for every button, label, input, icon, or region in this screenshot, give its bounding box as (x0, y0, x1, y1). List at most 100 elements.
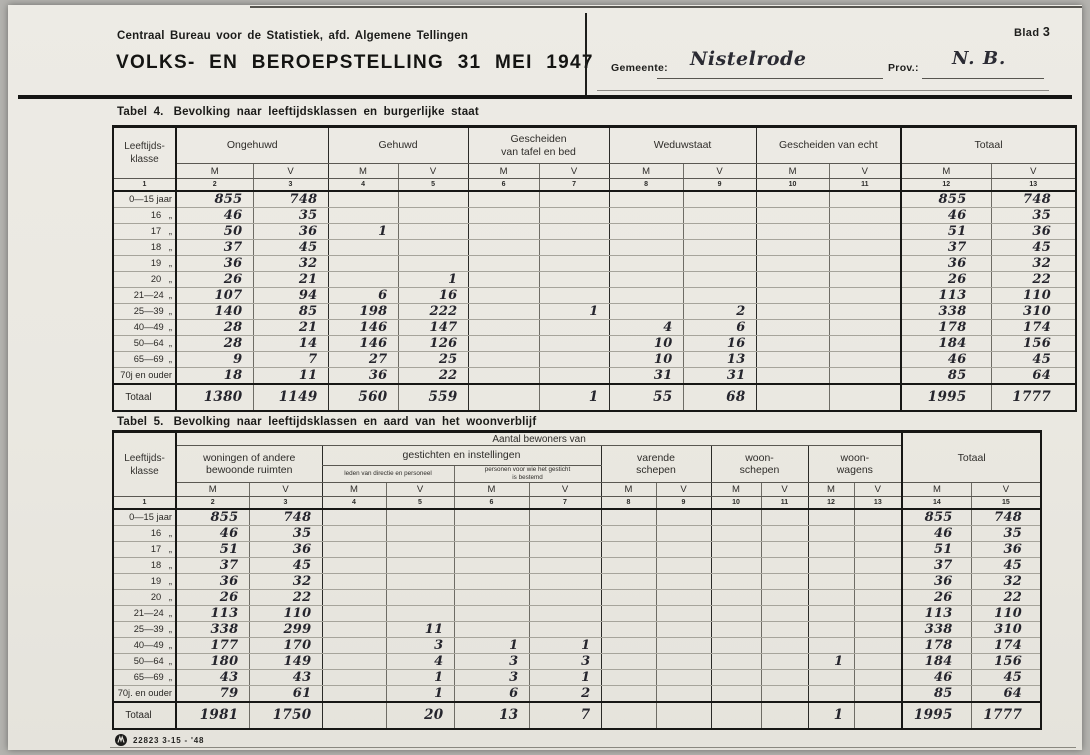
column-number: 9 (682, 178, 757, 192)
empty-cell (321, 685, 386, 702)
value-cell: 36 (901, 573, 972, 590)
value-cell: 36 (175, 255, 253, 272)
value-cell: 110 (990, 287, 1077, 304)
empty-cell (760, 669, 808, 686)
empty-cell (467, 382, 540, 411)
value-cell: 1 (807, 653, 854, 670)
empty-cell (853, 605, 903, 622)
form-title: VOLKS- EN BEROEPSTELLING 31 MEI 1947 (116, 52, 594, 73)
empty-cell (467, 287, 540, 304)
m-column-header: M (467, 163, 540, 179)
value-cell: 22 (990, 271, 1077, 288)
table4-group-header-row: Leeftijds- klasse Ongehuwd Gehuwd Gesche… (113, 126, 1077, 179)
empty-cell (755, 287, 830, 304)
bottom-rule (110, 747, 1076, 748)
table5-column-numbers-row: 1 2 3 4 5 6 7 8 9 10 11 12 13 14 15 (113, 496, 1042, 510)
empty-cell (321, 621, 386, 638)
group-woningen: woningen of andere bewoonde ruimten (175, 445, 322, 483)
value-cell: 36 (900, 255, 992, 272)
column-number: 7 (528, 496, 601, 510)
value-cell: 45 (990, 351, 1077, 368)
empty-cell (385, 589, 454, 606)
value-cell: 18 (175, 367, 253, 384)
empty-cell (600, 541, 656, 558)
empty-cell (807, 685, 854, 702)
value-cell: 147 (397, 319, 469, 336)
empty-cell (760, 525, 808, 542)
value-cell: 174 (970, 637, 1042, 654)
empty-cell (538, 190, 610, 208)
age-class-label: 0—15 jaar (113, 508, 176, 526)
column-number: 11 (760, 496, 808, 510)
gemeente-label: Gemeente: (611, 62, 668, 74)
value-cell: 146 (327, 335, 399, 352)
column-number: 4 (327, 178, 399, 192)
empty-cell (397, 223, 469, 240)
value-cell: 37 (900, 239, 992, 256)
table5-total-row: Totaal 1981 1750 20 13 7 1 1995 1777 (113, 700, 1042, 729)
column-number: 3 (248, 496, 322, 510)
empty-cell (828, 207, 902, 224)
group-totaal: Totaal (901, 431, 1042, 483)
table4-total-row: Totaal 1380 1149 560 559 1 55 68 1995 1777 (113, 382, 1077, 411)
value-cell: 299 (248, 621, 322, 638)
empty-cell (755, 190, 830, 208)
table5-residence-type: Leeftijds- klasse Aantal bewoners van To… (112, 430, 1043, 730)
age-class-label: 21—24 „ (113, 287, 176, 304)
value-cell: 32 (990, 255, 1077, 272)
empty-cell (600, 557, 656, 574)
value-cell: 1750 (248, 700, 322, 729)
group-gehuwd: Gehuwd (327, 126, 469, 164)
empty-cell (807, 589, 854, 606)
value-cell: 184 (900, 335, 992, 352)
empty-cell (807, 541, 854, 558)
empty-cell (760, 605, 808, 622)
value-cell: 26 (175, 271, 253, 288)
group-weduwstaat: Weduwstaat (608, 126, 757, 164)
empty-cell (655, 685, 711, 702)
value-cell: 51 (900, 223, 992, 240)
empty-cell (600, 621, 656, 638)
empty-cell (321, 508, 386, 526)
table-row: 70j. en ouder 79 61 1 6 2 85 64 (113, 685, 1042, 702)
empty-cell (710, 669, 761, 686)
table-row: 65—69 „ 9 7 27 25 10 13 46 45 (113, 351, 1077, 368)
column-number: 10 (710, 496, 761, 510)
value-cell: 51 (175, 541, 249, 558)
age-class-column-header: Leeftijds- klasse (113, 431, 176, 497)
v-column-header: V (385, 482, 454, 497)
empty-cell (760, 589, 808, 606)
value-cell: 10 (608, 351, 684, 368)
value-cell: 174 (990, 319, 1077, 336)
empty-cell (608, 255, 684, 272)
age-class-label: 25—39 „ (113, 303, 176, 320)
age-class-label: 25—39 „ (113, 621, 176, 638)
empty-cell (760, 621, 808, 638)
table-row: 20 „ 26 22 26 22 (113, 589, 1042, 606)
empty-cell (760, 637, 808, 654)
age-class-label: 40—49 „ (113, 319, 176, 336)
value-cell: 113 (900, 287, 992, 304)
column-number: 6 (453, 496, 529, 510)
v-column-header: V (397, 163, 469, 179)
value-cell: 748 (990, 190, 1077, 208)
column-number: 11 (828, 178, 902, 192)
empty-cell (760, 653, 808, 670)
value-cell: 46 (900, 207, 992, 224)
value-cell: 50 (175, 223, 253, 240)
value-cell: 26 (901, 589, 972, 606)
empty-cell (467, 239, 540, 256)
empty-cell (853, 685, 903, 702)
value-cell: 16 (397, 287, 469, 304)
empty-cell (538, 335, 610, 352)
scan-edge (250, 6, 1082, 8)
empty-cell (321, 653, 386, 670)
header-divider (585, 13, 587, 96)
empty-cell (755, 255, 830, 272)
empty-cell (853, 557, 903, 574)
value-cell: 45 (970, 557, 1042, 574)
value-cell: 28 (175, 335, 253, 352)
value-cell: 2 (682, 303, 757, 320)
value-cell: 64 (970, 685, 1042, 702)
value-cell: 560 (327, 382, 399, 411)
